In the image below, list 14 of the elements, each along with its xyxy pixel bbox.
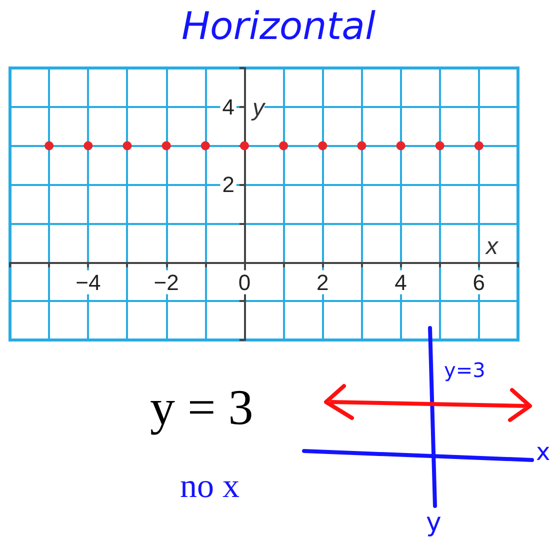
text: y: [426, 508, 442, 538]
chart-title: Horizontal: [181, 4, 376, 48]
y-axis-title: y: [250, 94, 266, 122]
text: no x: [180, 468, 240, 506]
x-tick-label: −4: [76, 270, 101, 295]
x-axis-title: x: [485, 232, 499, 260]
x-tick-label: 6: [472, 270, 486, 295]
x-tick-label: 2: [316, 270, 329, 295]
x-tick-label: −2: [154, 270, 179, 295]
text: x: [536, 438, 550, 466]
text: y = 3: [150, 378, 254, 436]
x-tick-label: 4: [394, 270, 407, 295]
x-tick-label: 0: [238, 270, 251, 295]
text: y=3: [444, 358, 486, 382]
